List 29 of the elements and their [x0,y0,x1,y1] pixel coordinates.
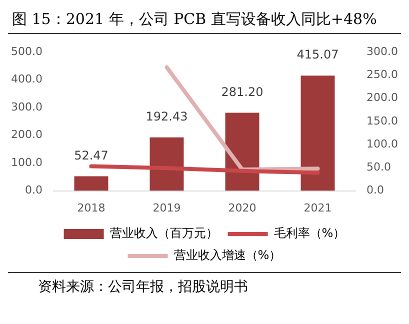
x-tick-label: 2020 [228,201,256,214]
y2-tick-label: 200.0 [366,91,398,104]
y-tick-label: 400.0 [10,72,42,86]
y2-tick-label: 0.0 [366,184,384,197]
text: 415.07 [296,48,339,62]
legend-label: 营业收入增速（%） [174,248,282,262]
y2-tick-label: 300.0 [366,44,398,58]
y-tick-label: 200.0 [10,128,42,142]
text: 52.47 [74,148,108,162]
x-tick-label: 2019 [152,201,181,214]
y-tick-label: 300.0 [10,100,42,114]
y2-tick-label: 250.0 [366,68,398,81]
y2-tick-label: 150.0 [366,114,398,128]
y2-tick-label: 50.0 [366,160,392,174]
x-tick-label: 2018 [77,201,106,214]
y-tick-label: 100.0 [10,156,42,169]
chart-title: 图 15：2021 年，公司 PCB 直写设备收入同比+48% [8,8,401,34]
x-tick-label: 2021 [304,201,332,214]
legend-label: 营业收入（百万元） [110,226,218,240]
text: 281.20 [221,84,264,99]
y-tick-label: 500.0 [10,44,42,58]
y-tick-label: 0.0 [24,184,42,197]
text: 资料来源：公司年报，招股说明书 [8,272,401,296]
text: 192.43 [146,110,188,124]
bar [74,176,108,191]
y2-tick-label: 100.0 [366,137,398,150]
bar [150,137,184,191]
bar [300,76,335,191]
legend-label: 毛利率（%） [274,226,346,240]
